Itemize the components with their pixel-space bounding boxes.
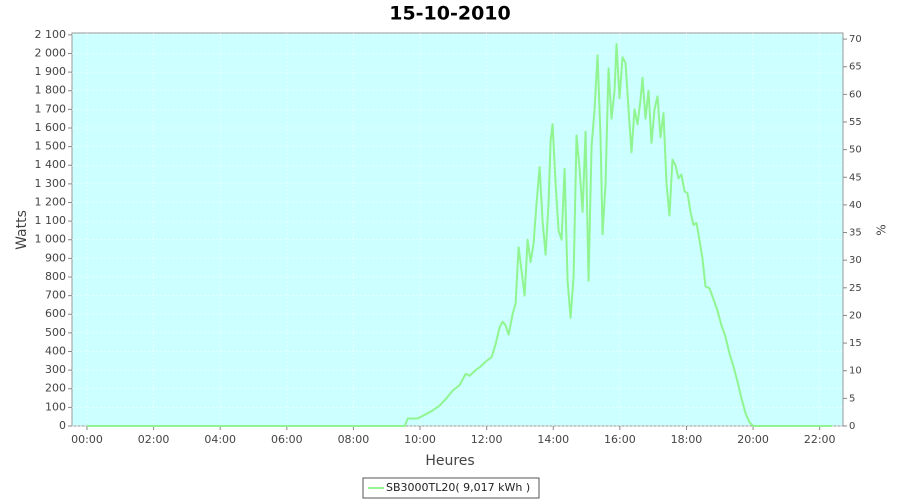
legend xyxy=(362,477,540,499)
y-tick-label: 400 xyxy=(45,344,66,357)
y-tick-label: 2 000 xyxy=(35,46,67,59)
y2-tick-label: 40 xyxy=(849,200,862,211)
data-line xyxy=(86,43,833,427)
y-tick-label: 1 900 xyxy=(35,65,67,78)
y-tick-label: 1 300 xyxy=(35,177,67,190)
y-tick-label: 200 xyxy=(45,382,66,395)
y2-axis-label: % xyxy=(875,224,889,235)
y-tick-label: 1 600 xyxy=(35,121,67,134)
x-tick-label: 08:00 xyxy=(338,433,370,446)
y2-tick-label: 50 xyxy=(849,145,862,156)
y-tick-label: 1 700 xyxy=(35,102,67,115)
chart-title: 15-10-2010 xyxy=(389,3,511,25)
y2-tick-label: 30 xyxy=(849,255,862,266)
y2-tick-label: 45 xyxy=(849,172,862,183)
y-tick-label: 300 xyxy=(45,363,66,376)
y-tick-label: 1 100 xyxy=(35,214,67,227)
plot-area xyxy=(71,32,844,427)
x-tick-label: 06:00 xyxy=(271,433,303,446)
y2-tick-label: 70 xyxy=(849,34,862,45)
x-axis-label: Heures xyxy=(425,453,474,469)
y-tick-label: 500 xyxy=(45,326,66,339)
x-tick-label: 04:00 xyxy=(204,433,236,446)
x-tick-label: 02:00 xyxy=(138,433,170,446)
y-tick-label: 800 xyxy=(45,270,66,283)
y-tick-label: 0 xyxy=(59,419,66,432)
y-axis-label: Watts xyxy=(14,210,30,250)
x-tick-label: 14:00 xyxy=(537,433,569,446)
y2-tick-label: 55 xyxy=(849,117,862,128)
y-tick-label: 1 200 xyxy=(35,195,67,208)
y-tick-label: 900 xyxy=(45,251,66,264)
y2-tick-label: 10 xyxy=(849,366,862,377)
legend-label: SB3000TL20( 9,017 kWh ) xyxy=(386,481,530,494)
x-tick-label: 20:00 xyxy=(737,433,769,446)
y-tick-label: 2 100 xyxy=(35,28,67,41)
y2-tick-label: 5 xyxy=(849,393,855,404)
y-tick-label: 1 400 xyxy=(35,158,67,171)
y2-tick-label: 60 xyxy=(849,89,862,100)
x-tick-label: 16:00 xyxy=(604,433,636,446)
x-tick-label: 12:00 xyxy=(471,433,503,446)
y-tick-label: 100 xyxy=(45,400,66,413)
y-tick-label: 1 000 xyxy=(35,233,67,246)
y2-tick-label: 15 xyxy=(849,338,862,349)
y-tick-label: 1 800 xyxy=(35,84,67,97)
y2-tick-label: 0 xyxy=(849,421,855,432)
y2-tick-label: 35 xyxy=(849,228,862,239)
x-tick-label: 00:00 xyxy=(71,433,103,446)
y-tick-label: 700 xyxy=(45,289,66,302)
y2-tick-label: 65 xyxy=(849,62,862,73)
y-tick-label: 600 xyxy=(45,307,66,320)
y2-tick-label: 25 xyxy=(849,283,862,294)
x-tick-label: 18:00 xyxy=(671,433,703,446)
x-tick-label: 22:00 xyxy=(804,433,836,446)
x-tick-label: 10:00 xyxy=(404,433,436,446)
y2-tick-label: 20 xyxy=(849,310,862,321)
y-tick-label: 1 500 xyxy=(35,140,67,153)
